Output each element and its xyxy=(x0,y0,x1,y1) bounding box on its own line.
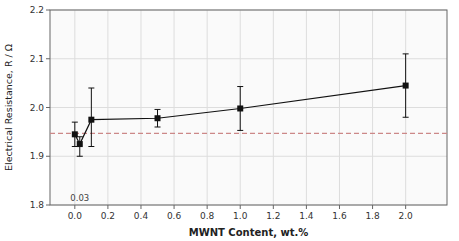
error-bar xyxy=(155,109,161,127)
tick-label: 2.2 xyxy=(30,5,44,15)
tick-label: 0.8 xyxy=(200,211,215,221)
tick-label: 1.4 xyxy=(299,211,314,221)
tick-label: 2.0 xyxy=(398,211,413,221)
error-cap-upper xyxy=(155,109,161,110)
series-line xyxy=(75,86,406,145)
grid-line xyxy=(50,58,447,59)
marker xyxy=(77,141,83,147)
error-bar-lower xyxy=(91,120,92,147)
reference-line xyxy=(50,133,447,134)
error-bar-upper xyxy=(240,87,241,109)
error-bar-upper xyxy=(91,88,92,120)
error-cap-upper xyxy=(88,88,94,89)
plot-area xyxy=(50,10,447,205)
tick-label: 0.2 xyxy=(101,211,115,221)
axes: 0.0 0.2 0.4 0.6 0.8 1.0 1.2 1.4 1.6 1.8 2.0 1.8 1.9 2… xyxy=(30,5,413,221)
error-cap-lower xyxy=(88,146,94,147)
tick-label: 0.6 xyxy=(167,211,182,221)
tick-label: 2.0 xyxy=(30,103,45,113)
marker xyxy=(88,117,94,123)
error-bar xyxy=(237,87,243,131)
grid-line xyxy=(405,10,406,205)
tick-mark xyxy=(306,205,307,209)
tick-label: 1.8 xyxy=(30,200,45,210)
y-axis-label: Electrical Resistance, R / Ω xyxy=(3,44,14,171)
error-cap-lower xyxy=(77,156,83,157)
annotation: 0.03 xyxy=(70,193,89,203)
tick-label: 2.1 xyxy=(30,54,44,64)
tick-label: 1.8 xyxy=(365,211,380,221)
tick-mark xyxy=(339,205,340,209)
error-bar-lower xyxy=(405,86,406,118)
tick-mark xyxy=(46,58,50,59)
chart: 0.0 0.2 0.4 0.6 0.8 1.0 1.2 1.4 1.6 1.8 2.0 1.8 1.9 2… xyxy=(0,0,459,241)
error-cap-lower xyxy=(237,130,243,131)
tick-mark xyxy=(174,205,175,209)
marker xyxy=(403,83,409,89)
error-cap-lower xyxy=(155,127,161,128)
marker xyxy=(72,131,78,137)
tick-mark xyxy=(46,10,50,11)
tick-mark xyxy=(273,205,274,209)
tick-label: 1.6 xyxy=(332,211,347,221)
marker xyxy=(237,105,243,111)
error-cap-upper xyxy=(237,86,243,87)
grid xyxy=(50,10,447,205)
error-cap-upper xyxy=(403,53,409,54)
error-cap-lower xyxy=(403,117,409,118)
error-bar-upper xyxy=(405,54,406,86)
error-bar xyxy=(77,137,83,157)
tick-label: 1.2 xyxy=(266,211,280,221)
tick-mark xyxy=(74,205,75,209)
error-bar-lower xyxy=(240,108,241,130)
tick-mark xyxy=(46,205,50,206)
error-bar xyxy=(403,54,409,117)
tick-mark xyxy=(240,205,241,209)
error-cap-upper xyxy=(72,122,78,123)
tick-mark xyxy=(207,205,208,209)
tick-mark xyxy=(405,205,406,209)
tick-mark xyxy=(372,205,373,209)
tick-mark xyxy=(46,156,50,157)
x-axis-label: MWNT Content, wt.% xyxy=(189,227,309,238)
tick-mark xyxy=(107,205,108,209)
tick-mark xyxy=(46,107,50,108)
tick-mark xyxy=(140,205,141,209)
grid-line xyxy=(50,156,447,157)
tick-label: 1.0 xyxy=(233,211,248,221)
tick-label: 1.9 xyxy=(30,151,45,161)
data-layer xyxy=(50,54,447,156)
plot-frame xyxy=(50,10,447,205)
tick-label: 0.4 xyxy=(134,211,149,221)
tick-label: 0.0 xyxy=(68,211,83,221)
error-bar xyxy=(88,88,94,147)
marker xyxy=(155,115,161,121)
